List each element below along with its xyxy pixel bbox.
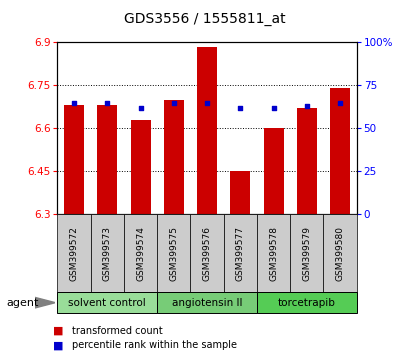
Bar — [97, 105, 117, 214]
Bar — [263, 129, 283, 214]
FancyBboxPatch shape — [323, 214, 356, 292]
FancyBboxPatch shape — [190, 214, 223, 292]
FancyBboxPatch shape — [223, 214, 256, 292]
Text: GSM399577: GSM399577 — [235, 225, 244, 281]
FancyBboxPatch shape — [290, 214, 323, 292]
Text: GSM399574: GSM399574 — [136, 225, 145, 281]
Bar — [64, 105, 84, 214]
FancyBboxPatch shape — [157, 214, 190, 292]
Bar — [164, 100, 183, 214]
Point — [336, 100, 342, 105]
Text: GSM399573: GSM399573 — [103, 225, 112, 281]
Point — [203, 100, 210, 105]
Bar — [296, 108, 316, 214]
Text: GSM399578: GSM399578 — [268, 225, 277, 281]
Point — [104, 100, 110, 105]
Text: GSM399579: GSM399579 — [301, 225, 310, 281]
FancyBboxPatch shape — [157, 292, 256, 313]
Text: agent: agent — [6, 298, 38, 308]
Polygon shape — [35, 297, 55, 308]
Text: GSM399572: GSM399572 — [70, 225, 79, 281]
Point — [170, 100, 177, 105]
Text: ■: ■ — [53, 340, 64, 350]
Text: angiotensin II: angiotensin II — [171, 298, 242, 308]
Bar — [130, 120, 150, 214]
FancyBboxPatch shape — [90, 214, 124, 292]
Point — [303, 103, 309, 109]
Text: transformed count: transformed count — [72, 326, 162, 336]
Text: solvent control: solvent control — [68, 298, 146, 308]
Text: percentile rank within the sample: percentile rank within the sample — [72, 340, 236, 350]
Text: torcetrapib: torcetrapib — [277, 298, 335, 308]
FancyBboxPatch shape — [57, 214, 90, 292]
Text: GSM399580: GSM399580 — [335, 225, 344, 281]
Point — [137, 105, 144, 110]
Point — [71, 100, 77, 105]
FancyBboxPatch shape — [124, 214, 157, 292]
FancyBboxPatch shape — [256, 292, 356, 313]
Bar — [230, 171, 249, 214]
Text: GSM399576: GSM399576 — [202, 225, 211, 281]
Point — [236, 105, 243, 110]
Point — [270, 105, 276, 110]
Text: GSM399575: GSM399575 — [169, 225, 178, 281]
Text: ■: ■ — [53, 326, 64, 336]
FancyBboxPatch shape — [256, 214, 290, 292]
Bar — [197, 47, 216, 214]
Text: GDS3556 / 1555811_at: GDS3556 / 1555811_at — [124, 12, 285, 27]
FancyBboxPatch shape — [57, 292, 157, 313]
Bar — [329, 88, 349, 214]
